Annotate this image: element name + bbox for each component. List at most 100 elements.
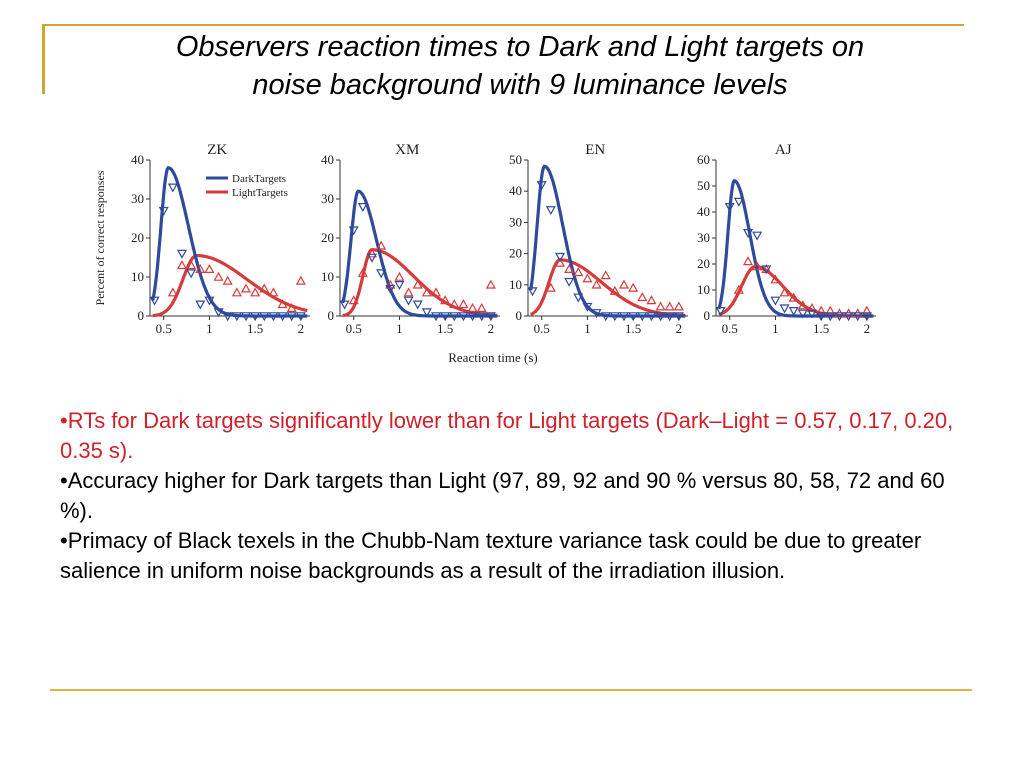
panel-xm-x-tick-label: 1.5 — [437, 321, 453, 336]
panel-zk-dark-point — [149, 296, 160, 306]
panel-xm-light-point — [421, 287, 432, 297]
panel-en-dark-point — [646, 312, 657, 322]
panel-xm-light-point — [485, 279, 496, 289]
panel-en-light-point — [618, 279, 630, 289]
panel-zk-dark-point — [222, 312, 233, 322]
panel-aj-light-point — [806, 302, 818, 312]
panel-zk-dark-point — [176, 249, 188, 259]
panel-aj-dark-point — [752, 231, 763, 241]
panel-aj-dark-point — [825, 312, 836, 322]
panel-aj-y-tick-label: 40 — [697, 204, 710, 219]
panel-xm-dark-point — [430, 312, 442, 322]
panel-en-dark-point — [655, 312, 666, 322]
panel-aj-light-point — [752, 261, 763, 271]
panel-en-light-point — [564, 263, 575, 273]
panel-zk-light-point — [250, 287, 261, 297]
panel-aj-light-point — [742, 256, 754, 266]
panel-aj-light-point — [770, 274, 781, 284]
panel-en-light-point — [573, 267, 584, 277]
panel-en-dark-point — [600, 312, 611, 322]
panel-aj-dark-point — [742, 228, 754, 239]
panel-aj-y-tick-label: 10 — [697, 282, 710, 297]
panel-aj-dark-point — [761, 265, 772, 275]
panel-zk-dark-point — [268, 312, 279, 322]
panel-en-dark-point — [545, 206, 556, 216]
panel-en-dark-point — [628, 312, 639, 322]
panel-en-dark-point — [609, 312, 620, 322]
panel-xm-x-tick-label: 1 — [396, 321, 403, 336]
panel-xm-dark-point — [412, 300, 423, 310]
panel-en-light-point — [664, 301, 675, 311]
panel-en-dark-fit-line — [529, 164, 686, 318]
panel-xm-light-point — [476, 302, 487, 312]
panel-en-dark-point — [637, 312, 648, 322]
panel-xm-dark-point — [421, 308, 432, 318]
panel-en-y-tick-label: 30 — [509, 214, 522, 229]
panel-en-light-point — [655, 301, 666, 311]
panel-zk-dark-point — [286, 312, 297, 322]
panel-aj-light-point — [788, 292, 799, 302]
panel-en-dark-point — [554, 252, 566, 262]
panel-zk-dark-point — [158, 206, 169, 216]
panel-zk-dark-point — [213, 308, 224, 318]
panel-aj-dark-point — [788, 307, 799, 317]
panel-zk-light-point — [277, 299, 288, 309]
panel-en-light-point — [591, 279, 602, 289]
panel-xm-y-tick-label: 20 — [321, 230, 334, 245]
panel-zk-light-fit-line — [152, 254, 308, 318]
panel-aj-light-point — [797, 300, 808, 310]
panel-zk-y-tick-label: 0 — [138, 308, 145, 323]
accent-rule-bottom — [50, 689, 972, 691]
panel-xm-light-point — [348, 295, 359, 305]
bullet-rt-dark-vs-light: •RTs for Dark targets significantly lowe… — [60, 408, 954, 463]
panel-xm-y-tick-label: 10 — [321, 269, 334, 284]
panel-en-dark-point — [673, 312, 684, 322]
panel-xm-light-point — [403, 287, 414, 297]
panel-xm-dark-point — [467, 312, 478, 322]
panel-xm-light-point — [366, 248, 378, 258]
panel-zk-title: ZK — [207, 142, 227, 158]
panel-en-y-tick-label: 10 — [509, 277, 522, 292]
panel-zk-light-point — [231, 287, 242, 297]
panel-aj-dark-point — [779, 304, 790, 314]
panel-aj-dark-point — [852, 312, 863, 322]
panel-aj-x-tick-label: 1.5 — [813, 321, 829, 336]
panel-xm-light-point — [449, 299, 460, 309]
bullet-list: •RTs for Dark targets significantly lowe… — [60, 406, 980, 586]
panel-en-dark-point — [591, 309, 602, 319]
panel-en-dark-point — [582, 302, 593, 312]
accent-rule-top — [42, 24, 964, 26]
panel-zk-x-tick-label: 0.5 — [156, 321, 172, 336]
panel-zk-dark-point — [277, 312, 288, 322]
panel-zk-light-point — [204, 263, 215, 273]
panel-zk-light-point — [195, 263, 206, 273]
panel-aj-y-tick-label: 60 — [697, 152, 710, 167]
panel-zk-dark-point — [295, 312, 306, 322]
panel-aj-y-tick-label: 50 — [697, 178, 710, 193]
panel-en-light-point — [545, 282, 556, 292]
panel-zk-light-point — [259, 283, 270, 293]
panel-xm-y-tick-label: 0 — [328, 308, 335, 323]
panel-aj-y-tick-label: 30 — [697, 230, 710, 245]
panel-xm-dark-point — [449, 312, 460, 322]
slide-title: Observers reaction times to Dark and Lig… — [60, 28, 980, 104]
panel-en-x-tick-label: 2 — [676, 321, 683, 336]
panel-aj-light-point — [861, 305, 872, 315]
x-axis-label: Reaction time (s) — [448, 350, 538, 365]
panel-en-light-point — [582, 273, 593, 283]
panel-xm-light-point — [357, 267, 368, 277]
panel-aj-dark-point — [797, 309, 808, 319]
panel-xm-x-tick-label: 0.5 — [346, 321, 362, 336]
panel-xm-dark-point — [339, 300, 350, 310]
panel-xm-dark-point — [376, 269, 387, 279]
panel-zk-dark-point — [259, 312, 270, 322]
panel-zk-light-point — [176, 260, 188, 270]
panel-xm-dark-point — [394, 281, 405, 291]
panel-xm-y-tick-label: 30 — [321, 191, 334, 206]
panel-en-dark-point — [536, 181, 547, 191]
slide-title-line-1: Observers reaction times to Dark and Lig… — [175, 31, 865, 63]
bullet-primacy-black-texels: •Primacy of Black texels in the Chubb-Na… — [60, 528, 922, 583]
panel-zk-x-tick-label: 2 — [298, 321, 305, 336]
panel-en-light-point — [609, 285, 620, 295]
